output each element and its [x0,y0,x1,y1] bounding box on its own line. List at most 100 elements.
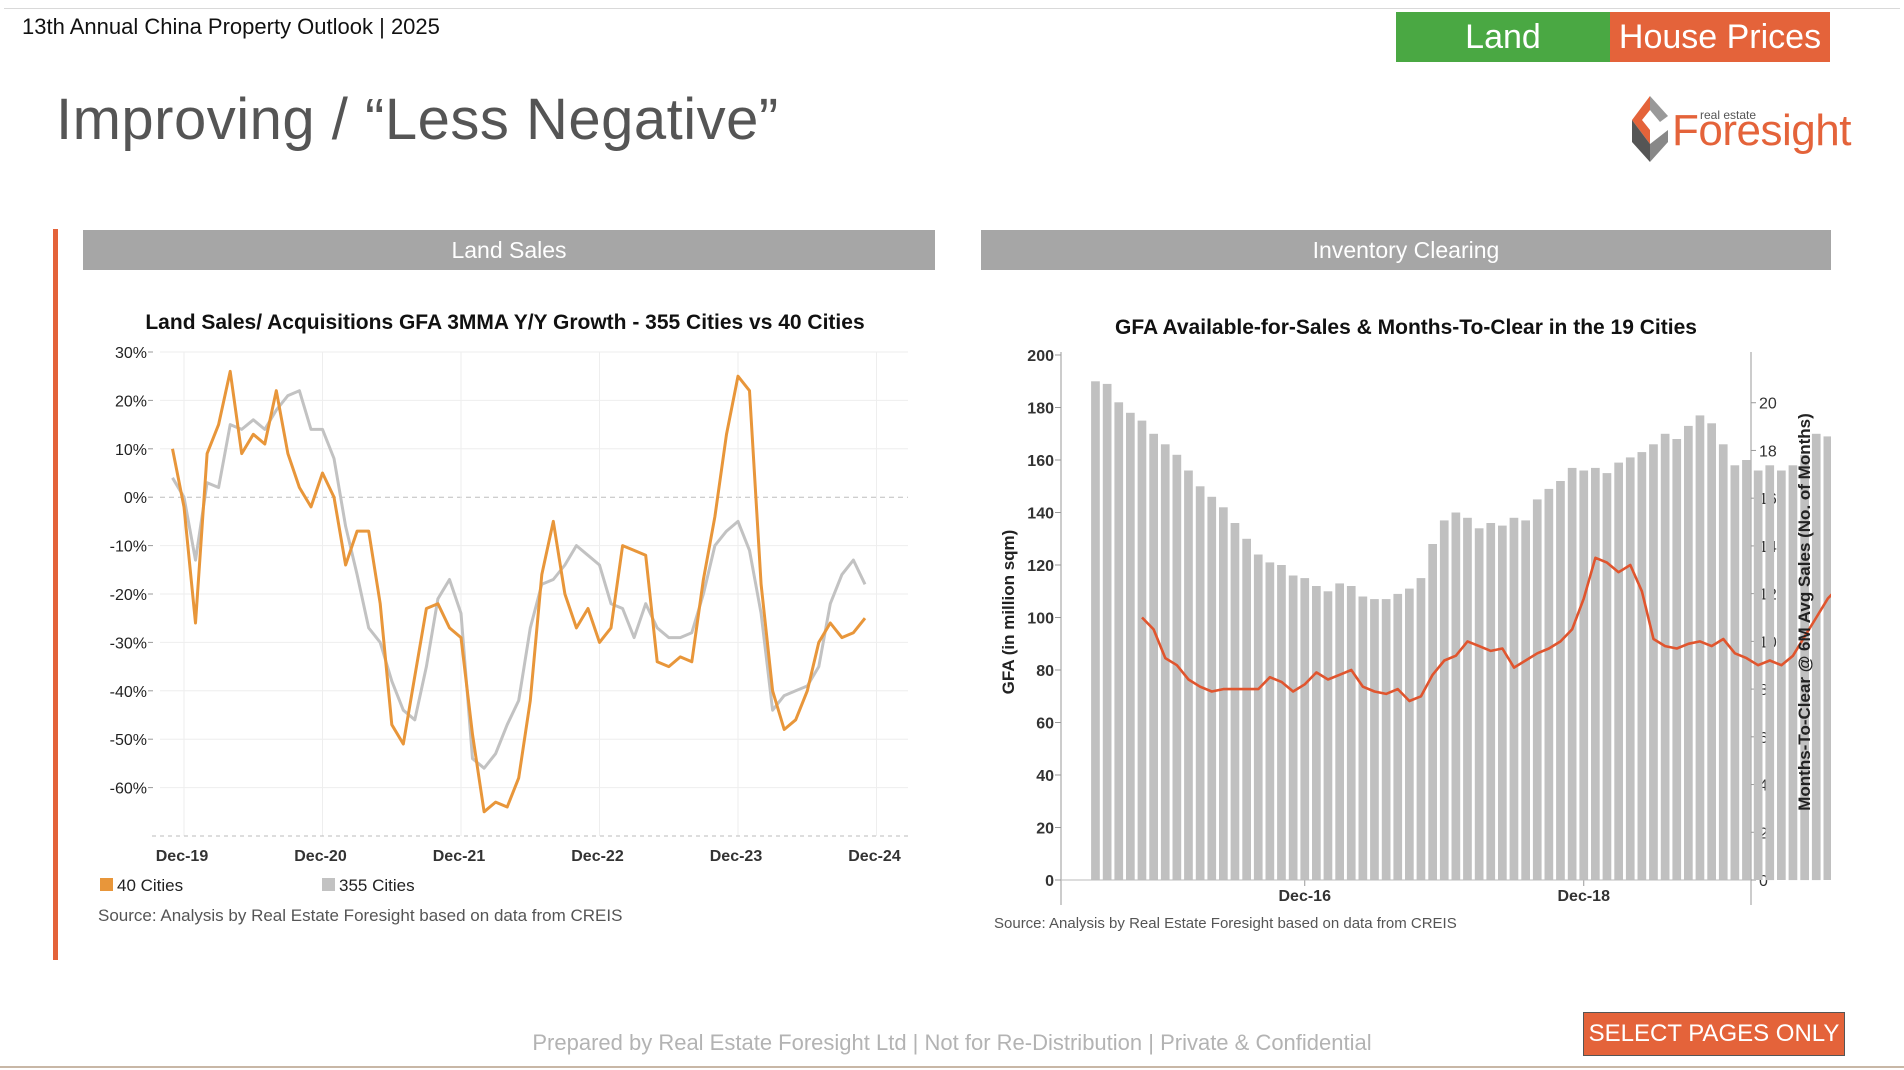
chart2-bar [1451,512,1461,880]
chart1-legend-swatch [322,878,335,891]
chart1-x-tick-label: Dec-22 [571,848,624,865]
chart2-y-tick-label: 100 [1027,611,1054,628]
chart2-bar [1114,402,1124,881]
chart2-ylabel: GFA (in million sqm) [999,530,1018,695]
chart2-bar [1335,583,1344,880]
chart2-bar [1591,467,1600,880]
chart2-bar [1242,538,1251,881]
chart2-bar [1614,462,1623,880]
chart2-bar [1405,588,1414,880]
chart1-y-tick-label: -20% [110,587,147,604]
chart2-bar [1102,383,1112,880]
chart2-bar [1777,470,1786,880]
page-title: Improving / “Less Negative” [56,87,779,152]
chart2-bar [1172,454,1182,881]
chart2-bar [1428,544,1437,880]
chart2-y2-tick-label: 2 [1759,825,1768,842]
chart2-bar [1091,381,1100,881]
chart2-y-tick-label: 0 [1045,873,1054,890]
chart2-y2-tick-label: 4 [1759,778,1768,795]
chart1-series-355-cities [171,389,867,770]
chart2-y2-tick-label: 20 [1759,396,1777,413]
chart2-bar [1370,599,1379,880]
chart2-bar [1660,433,1670,881]
chart2-y-tick-label: 160 [1027,453,1054,470]
house-prices-tab-button[interactable]: House Prices [1610,12,1830,62]
chart2-y2-tick-label: 0 [1759,873,1768,890]
chart2-bar [1219,507,1228,881]
chart2-bar [1556,481,1565,880]
chart2-y-tick-label: 20 [1036,821,1054,838]
chart2-bar [1707,423,1716,881]
logo-mark-icon [1632,96,1668,162]
chart2-bar [1312,586,1321,880]
chart2-bar [1765,465,1775,881]
chart1-y-tick-label: -30% [110,635,147,652]
chart2-bar [1300,578,1310,880]
chart2-bar [1474,528,1484,881]
chart2-y2label: Months-To-Clear @ 6M Avg Sales (No. of M… [1795,413,1814,811]
chart2-bar [1207,496,1217,881]
accent-bar [53,229,58,960]
chart2-bar [1126,412,1135,881]
chart2-bar [1137,420,1147,880]
land-sales-chart: Land Sales/ Acquisitions GFA 3MMA Y/Y Gr… [98,311,908,925]
chart2-bar [1730,465,1740,881]
chart1-y-tick-label: 20% [115,393,147,410]
chart2-bar [1486,523,1496,880]
chart2-bar [1684,425,1693,880]
chart1-y-tick-label: 10% [115,442,147,459]
chart2-bar [1230,523,1240,880]
chart2-bar [1265,562,1275,880]
chart2-bar [1160,444,1170,881]
chart1-x-tick-label: Dec-21 [433,848,486,865]
inventory-clearing-header: Inventory Clearing [981,230,1831,270]
logo-tagline: real estate [1700,108,1757,122]
chart1-y-tick-label: -10% [110,539,147,556]
chart2-bar [1753,470,1763,880]
chart2-bar [1567,467,1577,880]
chart1-x-tick-label: Dec-23 [710,848,763,865]
chart1-series-40-cities [171,369,867,814]
chart2-y-tick-label: 120 [1027,558,1054,575]
chart2-bar [1602,473,1612,880]
chart2-source-note: Source: Analysis by Real Estate Foresigh… [994,915,1457,932]
chart2-y-tick-label: 60 [1036,716,1054,733]
chart2-bar [1149,433,1158,881]
chart2-bar [1277,565,1286,880]
chart2-bar [1416,578,1426,880]
chart2-bar [1463,517,1472,881]
chart1-y-tick-label: 30% [115,345,147,362]
chart1-x-tick-label: Dec-20 [294,848,347,865]
chart2-title: GFA Available-for-Sales & Months-To-Clea… [1115,316,1697,339]
chart2-bar [1323,591,1333,881]
company-logo: real estate Foresight [1624,86,1851,166]
chart1-y-tick-label: -60% [110,781,147,798]
chart2-bar [1695,415,1705,880]
chart1-legend-label: 40 Cities [117,876,183,895]
chart2-y-tick-label: 80 [1036,663,1054,680]
deck-caption: 13th Annual China Property Outlook | 202… [22,14,440,39]
chart2-bar [1672,439,1682,880]
chart2-x-tick-label: Dec-16 [1279,888,1332,905]
chart1-legend-label: 355 Cities [339,876,415,895]
chart2-bar [1184,470,1193,880]
chart2-bar [1649,444,1658,881]
chart2-bar [1288,575,1298,880]
chart2-y-tick-label: 40 [1036,768,1054,785]
chart1-title: Land Sales/ Acquisitions GFA 3MMA Y/Y Gr… [145,311,864,334]
chart2-bar [1509,517,1519,881]
bottom-rule [0,1066,1904,1068]
land-tab-button[interactable]: Land [1396,12,1610,62]
slide-frame [4,8,1900,1067]
chart1-legend-swatch [100,878,113,891]
chart2-y2-tick-label: 18 [1759,443,1777,460]
chart2-bar [1788,465,1798,881]
chart2-bar [1718,444,1728,881]
chart2-x-tick-label: Dec-18 [1558,888,1611,905]
logo-wordmark: Foresight [1672,106,1851,155]
select-pages-only-button[interactable]: SELECT PAGES ONLY [1583,1012,1845,1056]
chart2-bar [1381,599,1391,880]
chart2-y2-tick-label: 6 [1759,730,1768,747]
chart2-bar [1823,436,1831,880]
